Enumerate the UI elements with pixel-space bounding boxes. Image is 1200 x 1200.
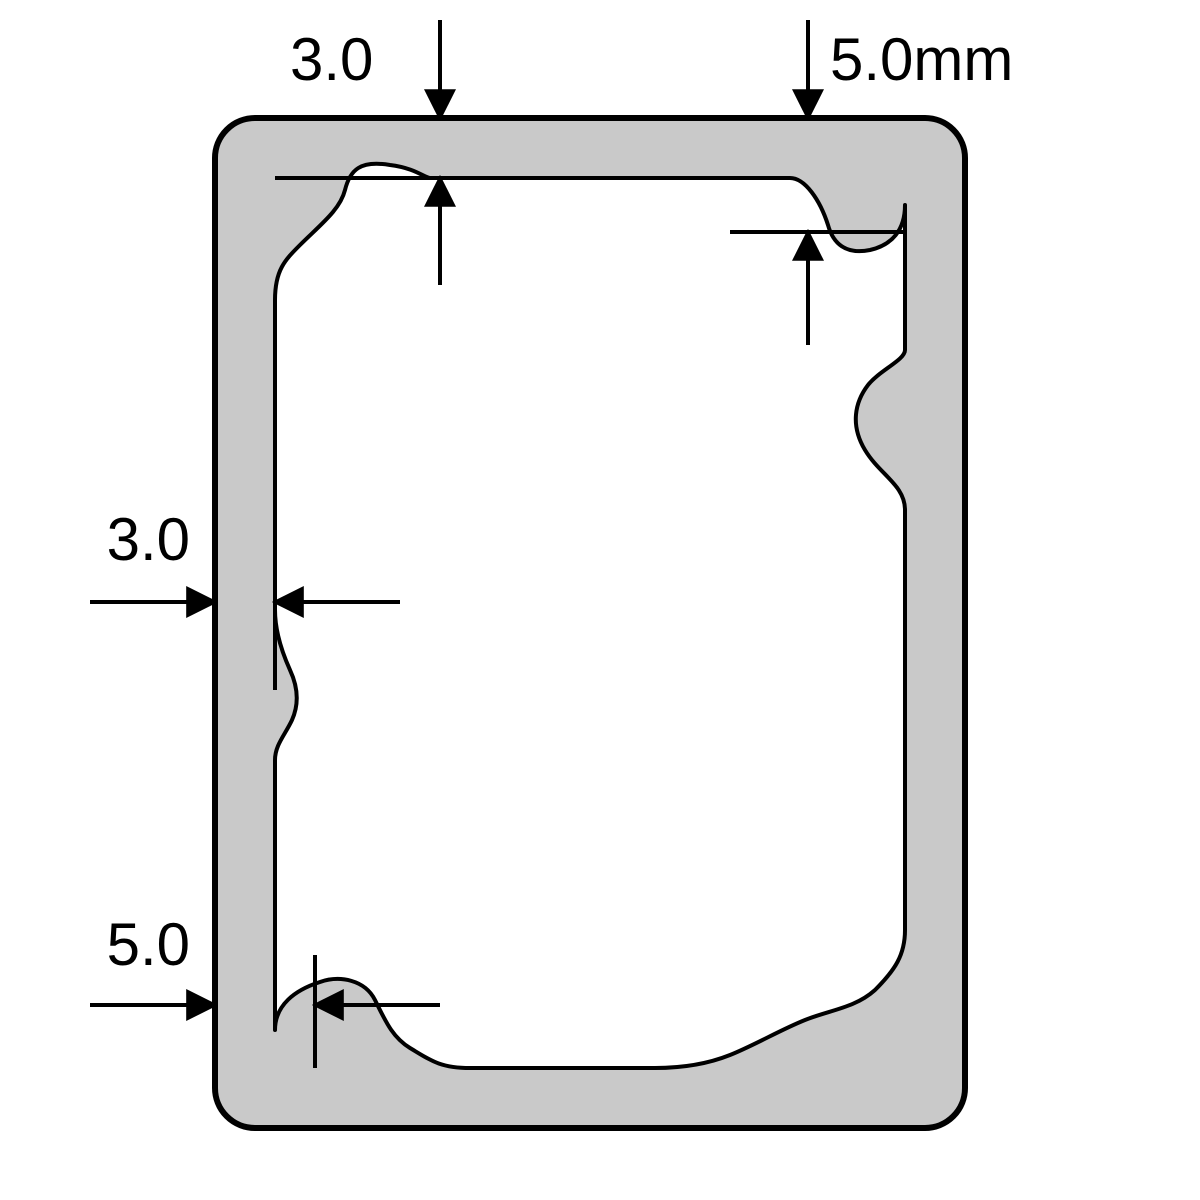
- dim-label-side-inner: 3.0: [107, 506, 190, 573]
- dim-label-top-outer: 5.0mm: [830, 26, 1013, 93]
- dim-label-side-outer: 5.0: [107, 911, 190, 978]
- inner-cutout: [275, 164, 905, 1068]
- dim-label-top-inner: 3.0: [290, 26, 373, 93]
- dimension-diagram: 3.0 5.0mm 3.0 5.0: [0, 0, 1200, 1200]
